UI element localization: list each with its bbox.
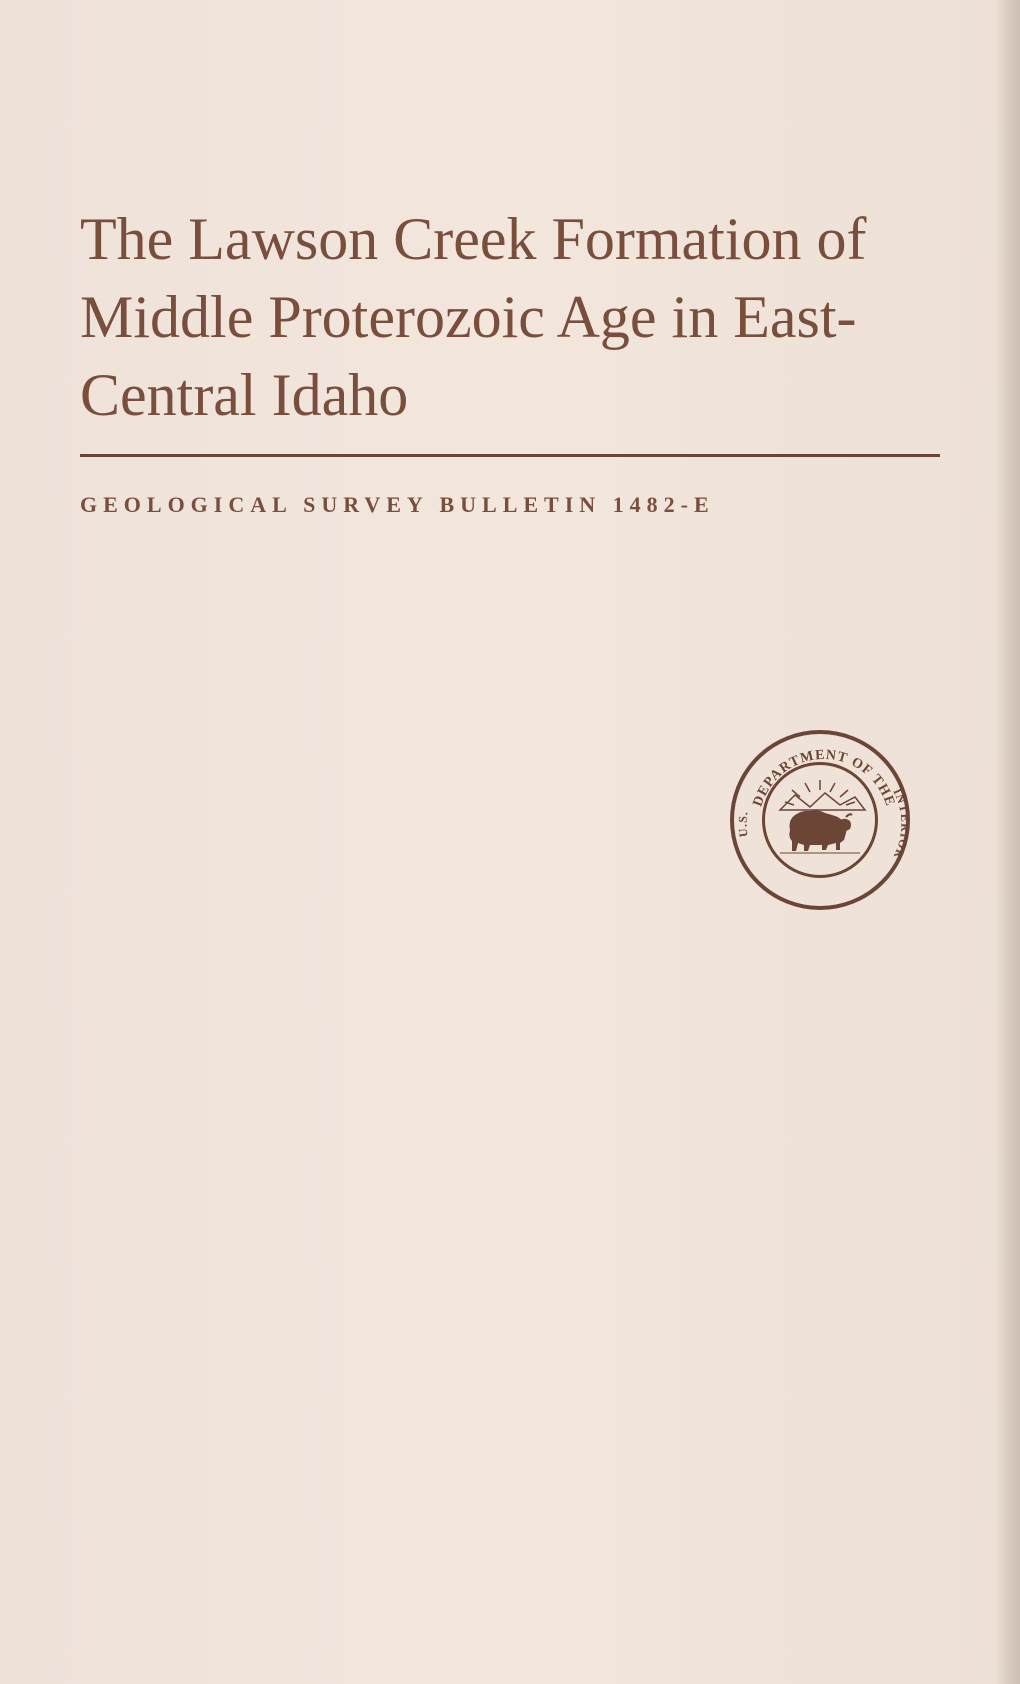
buffalo-icon <box>770 775 870 865</box>
title-divider <box>80 454 940 457</box>
seal-inner-circle <box>762 762 878 878</box>
mountains <box>780 793 865 810</box>
document-page: The Lawson Creek Formation of Middle Pro… <box>0 0 1020 1684</box>
buffalo-horn <box>846 814 852 817</box>
document-subtitle: GEOLOGICAL SURVEY BULLETIN 1482-E <box>80 492 940 518</box>
seal-text-left: U.S. <box>736 810 751 838</box>
seal-outer-ring: DEPARTMENT OF THE U.S. INTERIOR March 3,… <box>730 730 910 910</box>
buffalo-body <box>789 810 846 851</box>
page-edge-shadow <box>995 0 1020 1684</box>
department-seal: DEPARTMENT OF THE U.S. INTERIOR March 3,… <box>730 730 910 910</box>
seal-text-right: INTERIOR <box>890 786 912 862</box>
sun-rays <box>785 780 855 805</box>
document-title: The Lawson Creek Formation of Middle Pro… <box>80 200 940 434</box>
